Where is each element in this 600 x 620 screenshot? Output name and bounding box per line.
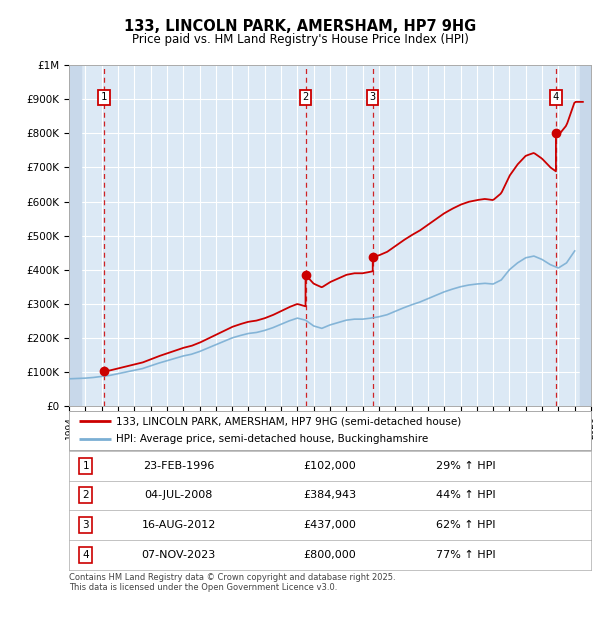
Text: 07-NOV-2023: 07-NOV-2023 — [142, 550, 216, 560]
Bar — [580, 65, 591, 406]
Text: 2: 2 — [82, 490, 89, 500]
Text: 2: 2 — [302, 92, 308, 102]
Text: £384,943: £384,943 — [304, 490, 356, 500]
Text: 04-JUL-2008: 04-JUL-2008 — [145, 490, 213, 500]
Text: 44% ↑ HPI: 44% ↑ HPI — [436, 490, 496, 500]
Text: 4: 4 — [553, 92, 559, 102]
Text: 29% ↑ HPI: 29% ↑ HPI — [436, 461, 496, 471]
Text: 133, LINCOLN PARK, AMERSHAM, HP7 9HG (semi-detached house): 133, LINCOLN PARK, AMERSHAM, HP7 9HG (se… — [116, 417, 461, 427]
Text: £102,000: £102,000 — [304, 461, 356, 471]
Text: 3: 3 — [370, 92, 376, 102]
Text: 133, LINCOLN PARK, AMERSHAM, HP7 9HG: 133, LINCOLN PARK, AMERSHAM, HP7 9HG — [124, 19, 476, 34]
Text: 77% ↑ HPI: 77% ↑ HPI — [436, 550, 496, 560]
Text: 1: 1 — [101, 92, 107, 102]
Text: HPI: Average price, semi-detached house, Buckinghamshire: HPI: Average price, semi-detached house,… — [116, 434, 428, 444]
Bar — [580, 65, 591, 406]
Text: £800,000: £800,000 — [304, 550, 356, 560]
Text: 16-AUG-2012: 16-AUG-2012 — [142, 520, 216, 530]
Text: Price paid vs. HM Land Registry's House Price Index (HPI): Price paid vs. HM Land Registry's House … — [131, 33, 469, 45]
Bar — [69, 65, 81, 406]
Text: 62% ↑ HPI: 62% ↑ HPI — [436, 520, 496, 530]
Bar — [69, 65, 81, 406]
Text: Contains HM Land Registry data © Crown copyright and database right 2025.
This d: Contains HM Land Registry data © Crown c… — [69, 573, 395, 592]
Text: 23-FEB-1996: 23-FEB-1996 — [143, 461, 214, 471]
Text: 3: 3 — [82, 520, 89, 530]
Text: 4: 4 — [82, 550, 89, 560]
Text: £437,000: £437,000 — [304, 520, 356, 530]
Text: 1: 1 — [82, 461, 89, 471]
